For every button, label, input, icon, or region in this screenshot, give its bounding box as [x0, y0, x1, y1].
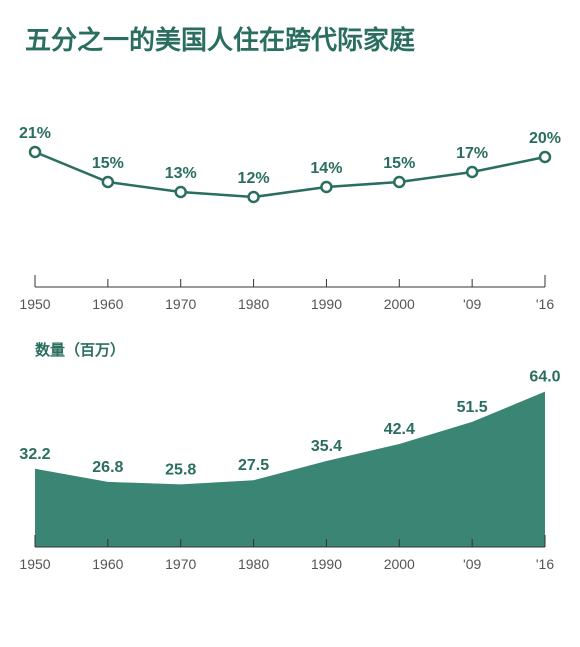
area-value-label: 32.2 — [19, 446, 50, 463]
line-marker — [249, 192, 259, 202]
area-value-label: 26.8 — [92, 459, 123, 476]
area-axis-tick: '16 — [536, 556, 554, 572]
area-value-label: 35.4 — [311, 438, 342, 455]
area-axis-tick: 1960 — [92, 556, 123, 572]
line-chart: 1950 1960 1970 1980 1990 2000 '09 '16 21% 15% 13% 1… — [15, 87, 565, 327]
line-axis-tick: 1980 — [238, 296, 269, 312]
line-marker — [103, 177, 113, 187]
line-marker — [394, 177, 404, 187]
line-axis-tick: '16 — [536, 296, 554, 312]
area-subtitle: 数量（百万） — [35, 341, 125, 359]
area-value-label: 64.0 — [529, 369, 560, 386]
line-value-label: 17% — [456, 145, 488, 162]
area-axis-tick: 1950 — [19, 556, 50, 572]
area-chart-svg: 数量（百万） 1950 32.2 1960 26.8 1970 25.8 1980 27.5 19… — [15, 327, 565, 587]
line-value-label: 15% — [92, 155, 124, 172]
area-axis-tick: 1980 — [238, 556, 269, 572]
line-axis-tick: 1950 — [19, 296, 50, 312]
line-axis-tick: 1970 — [165, 296, 196, 312]
line-axis-tick: '09 — [463, 296, 481, 312]
line-value-label: 14% — [310, 160, 342, 177]
line-marker — [540, 152, 550, 162]
line-value-label: 12% — [238, 170, 270, 187]
line-marker — [176, 187, 186, 197]
area-chart: 数量（百万） 1950 32.2 1960 26.8 1970 25.8 1980 27.5 19… — [15, 327, 565, 587]
area-value-label: 42.4 — [384, 421, 415, 438]
area-value-label: 25.8 — [165, 461, 196, 478]
area-value-label: 27.5 — [238, 457, 269, 474]
line-value-label: 21% — [19, 125, 51, 142]
line-chart-svg: 1950 1960 1970 1980 1990 2000 '09 '16 21% 15% 13% 1… — [15, 87, 565, 327]
area-axis-tick: '09 — [463, 556, 481, 572]
line-value-label: 15% — [383, 155, 415, 172]
area-axis-tick: 2000 — [384, 556, 415, 572]
line-marker — [30, 147, 40, 157]
line-marker — [467, 167, 477, 177]
area-value-label: 51.5 — [457, 399, 488, 416]
area-axis-tick: 1990 — [311, 556, 342, 572]
line-value-label: 13% — [165, 165, 197, 182]
line-marker — [321, 182, 331, 192]
area-axis-tick: 1970 — [165, 556, 196, 572]
line-axis-tick: 1960 — [92, 296, 123, 312]
line-value-label: 20% — [529, 130, 561, 147]
line-axis-tick: 2000 — [384, 296, 415, 312]
line-axis-tick: 1990 — [311, 296, 342, 312]
chart-title: 五分之一的美国人住在跨代际家庭 — [15, 20, 565, 57]
